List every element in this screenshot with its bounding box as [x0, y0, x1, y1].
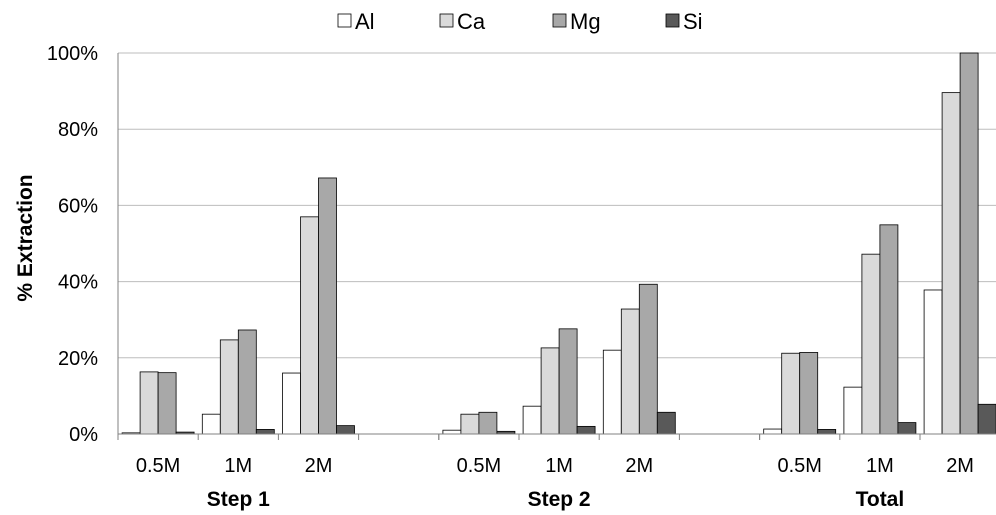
x-tick-label: 2M	[305, 455, 333, 477]
bar-mg-step-2-2m	[638, 283, 658, 435]
bar-ca-step-1-2m	[300, 216, 319, 435]
y-tick-label: 40%	[58, 272, 98, 294]
y-tick-label: 80%	[58, 119, 98, 141]
bar-ca-step-2-1m	[540, 347, 560, 435]
legend-swatch-mg	[552, 13, 567, 28]
y-tick-label: 0%	[69, 424, 98, 446]
bar-ca-total-0.5m	[781, 352, 801, 435]
gridlines	[118, 52, 996, 359]
legend-label-ca: Ca	[457, 9, 486, 34]
axes	[117, 53, 996, 440]
y-tick-labels: 0% 20% 40% 60% 80% 100%	[47, 43, 98, 446]
bar-mg-total-2m	[959, 52, 979, 435]
legend-swatch-ca	[439, 13, 454, 28]
bar-al-total-2m	[923, 289, 943, 435]
x-tick-label: 0.5M	[777, 455, 821, 477]
bar-ca-step-2-0.5m	[460, 413, 480, 435]
bar-ca-total-2m	[941, 92, 961, 435]
bar-si-step-2-2m	[656, 411, 676, 435]
x-tick-label: 0.5M	[136, 455, 180, 477]
x-tick-label: 0.5M	[457, 455, 501, 477]
bar-mg-total-0.5m	[799, 352, 819, 435]
group-label: Step 1	[207, 488, 270, 511]
y-axis-title: % Extraction	[14, 174, 37, 301]
group-label: Step 2	[528, 488, 591, 511]
bar-si-step-1-2m	[336, 425, 355, 435]
bar-al-step-2-0.5m	[442, 429, 462, 435]
x-tick-label: 2M	[625, 455, 653, 477]
bar-mg-step-2-0.5m	[478, 411, 498, 435]
bar-ca-step-2-2m	[620, 308, 640, 435]
x-tick-label: 2M	[946, 455, 974, 477]
legend-swatch-al	[337, 13, 352, 28]
bar-al-step-1-1m	[201, 413, 221, 435]
bar-si-step-2-1m	[576, 425, 596, 435]
group-labels: Step 1 Step 2 Total	[207, 488, 904, 511]
bar-ca-step-1-0.5m	[139, 371, 159, 435]
x-tick-label: 1M	[224, 455, 252, 477]
bar-al-step-2-2m	[602, 349, 622, 435]
x-tick-label: 1M	[866, 455, 894, 477]
bar-al-step-1-2m	[282, 372, 301, 435]
bars	[121, 52, 996, 435]
x-tick-label: 1M	[545, 455, 573, 477]
bar-al-step-2-1m	[522, 405, 542, 435]
y-tick-label: 100%	[47, 43, 98, 65]
bar-si-total-0.5m	[817, 429, 837, 435]
bar-mg-step-1-0.5m	[157, 372, 177, 435]
legend-label-al: Al	[355, 9, 375, 34]
bar-mg-step-1-1m	[237, 329, 257, 435]
legend-label-si: Si	[683, 9, 703, 34]
bar-si-step-1-1m	[255, 429, 275, 435]
y-tick-label: 60%	[58, 195, 98, 217]
bar-mg-total-1m	[879, 224, 899, 435]
bar-al-total-1m	[843, 386, 863, 435]
legend-label-mg: Mg	[570, 9, 601, 34]
y-tick-label: 20%	[58, 348, 98, 370]
bar-si-total-2m	[977, 403, 996, 435]
legend: Al Ca Mg Si	[337, 9, 703, 34]
bar-ca-total-1m	[861, 253, 881, 435]
x-tick-labels: 0.5M 1M 2M 0.5M 1M 2M 0.5M 1M 2M	[136, 455, 974, 477]
bar-al-total-0.5m	[763, 428, 783, 435]
group-label: Total	[856, 488, 905, 511]
bar-mg-step-2-1m	[558, 328, 578, 435]
bar-si-total-1m	[897, 422, 917, 435]
bar-mg-step-1-2m	[318, 177, 337, 435]
bar-ca-step-1-1m	[219, 339, 239, 435]
legend-swatch-si	[665, 13, 680, 28]
